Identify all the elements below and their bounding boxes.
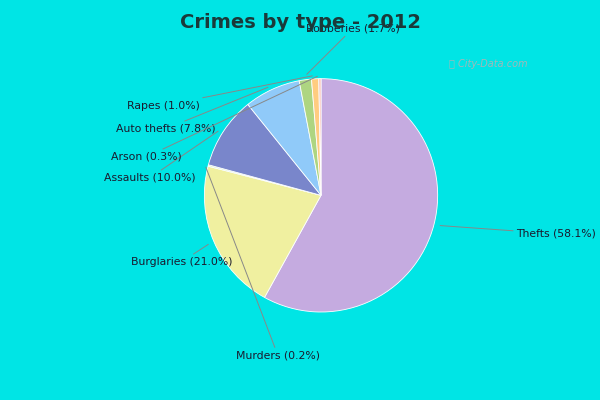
Wedge shape	[319, 79, 321, 195]
Text: Burglaries (21.0%): Burglaries (21.0%)	[131, 244, 232, 267]
Text: Auto thefts (7.8%): Auto thefts (7.8%)	[116, 87, 268, 134]
Text: ⓘ City-Data.com: ⓘ City-Data.com	[449, 59, 527, 69]
Text: Crimes by type - 2012: Crimes by type - 2012	[179, 12, 421, 32]
Text: Rapes (1.0%): Rapes (1.0%)	[127, 76, 312, 110]
Text: Arson (0.3%): Arson (0.3%)	[111, 76, 317, 162]
Text: Thefts (58.1%): Thefts (58.1%)	[440, 226, 596, 239]
Wedge shape	[208, 165, 321, 195]
Wedge shape	[205, 166, 321, 298]
Wedge shape	[248, 81, 321, 195]
Wedge shape	[208, 104, 321, 195]
Wedge shape	[311, 79, 321, 195]
Text: Robberies (1.7%): Robberies (1.7%)	[306, 24, 400, 74]
Wedge shape	[265, 79, 437, 312]
Text: Assaults (10.0%): Assaults (10.0%)	[104, 131, 218, 183]
Wedge shape	[299, 79, 321, 195]
Text: Murders (0.2%): Murders (0.2%)	[206, 167, 320, 360]
